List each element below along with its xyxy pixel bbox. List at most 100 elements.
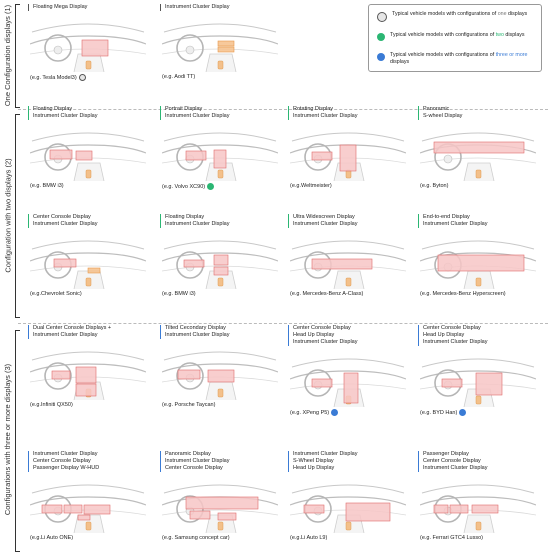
display-screen <box>213 266 229 276</box>
display-screen <box>339 144 357 172</box>
example-caption: (e.g. Porsche Taycan) <box>162 402 215 408</box>
display-screen <box>41 504 63 514</box>
display-screen <box>303 504 325 514</box>
example-caption-text: (e.g. Tesla Model3) <box>30 74 77 81</box>
section-label-two: Configuration with two displays (2) <box>0 110 16 320</box>
gear-knob-icon <box>85 169 92 179</box>
display-screen <box>433 504 449 514</box>
example-caption-text: (e.g. Porsche Taycan) <box>162 402 216 408</box>
gear-knob-icon <box>217 521 224 531</box>
windshield-line <box>163 484 277 494</box>
example-caption: (e.g. Mercedes-Benz Hyperscreen) <box>420 291 506 297</box>
section-label-one: One Configuration displays (1) <box>0 0 16 110</box>
display-screen <box>311 378 333 388</box>
config-title-line: Instrument Cluster Display <box>293 339 358 345</box>
dashboard-line <box>420 496 536 506</box>
display-screen <box>81 39 109 57</box>
example-caption-text: (e.g. BYD Han) <box>420 409 458 416</box>
display-screen <box>437 254 525 272</box>
config-title-line: Instrument Cluster Display <box>33 113 98 119</box>
legend-one-em: one <box>497 11 507 17</box>
dashboard-line <box>290 252 406 262</box>
steering-wheel-icon <box>44 362 72 390</box>
dashboard-line <box>162 363 278 373</box>
config-title-line: Tilted Cecondary Display <box>165 325 226 331</box>
example-caption: (e.g. Mercedes-Benz A-Class) <box>290 291 363 297</box>
blue-dot-icon <box>377 53 385 61</box>
example-caption-text: (e.g. Aodi TT) <box>162 74 196 80</box>
gray-dot-icon <box>377 12 387 22</box>
gear-knob-icon <box>345 277 352 287</box>
display-screen <box>475 372 503 396</box>
dash-lower-line <box>162 509 278 516</box>
config-title-line: Floating Display <box>33 106 73 112</box>
gear-knob-icon <box>85 277 92 287</box>
car-interior-illustration <box>30 132 146 181</box>
dashboard-line <box>30 35 146 45</box>
divider <box>18 109 548 110</box>
display-screen <box>213 254 229 266</box>
gray-dot-icon <box>78 74 86 81</box>
display-config-cell: Dual Center Console Displays + Instrument… <box>28 325 148 425</box>
bracket-three <box>15 330 20 552</box>
dash-lower-line <box>30 265 146 272</box>
example-caption-text: (e.g. Mercedes-Benz A-Class) <box>290 291 364 297</box>
legend-three-em: three or more <box>495 52 528 58</box>
config-title-line: Instrument Cluster Display <box>293 113 358 119</box>
dashboard-line <box>30 144 146 154</box>
display-screen <box>183 259 205 268</box>
legend-text-three: Typical vehicle models with configuratio… <box>390 52 541 65</box>
car-interior-illustration <box>420 240 536 289</box>
example-caption: (e.g. Ferrari GTC4 Lusso) <box>420 535 483 541</box>
windshield-line <box>291 240 405 250</box>
display-config-cell: Center Console Display Head Up Display Ins… <box>418 325 538 425</box>
legend-one-post: displays <box>506 11 528 17</box>
display-screen <box>441 378 463 388</box>
example-caption-text: (e.g.Li Auto L9) <box>290 535 328 541</box>
legend-one-pre: Typical vehicle models with configuratio… <box>392 11 498 17</box>
windshield-line <box>163 132 277 142</box>
display-screen <box>87 267 101 274</box>
car-interior-illustration <box>162 351 278 400</box>
dash-lower-line <box>162 265 278 272</box>
config-title: Center Console Display Head Up Display Ins… <box>288 325 358 346</box>
windshield-line <box>291 484 405 494</box>
config-title: Rotating Display Instrument Cluster Displ… <box>288 106 358 120</box>
windshield-line <box>31 484 145 494</box>
example-caption-text: (e.g. Ferrari GTC4 Lusso) <box>420 535 483 541</box>
display-config-cell: Panoramic Display Instrument Cluster Disp… <box>160 451 280 551</box>
config-title: Portrait Display Instrument Cluster Displ… <box>160 106 230 120</box>
display-screen <box>75 150 93 161</box>
config-title-line: Instrument Cluster Display <box>423 339 488 345</box>
legend-item-one: Typical vehicle models with configuratio… <box>377 11 527 22</box>
windshield-line <box>291 358 405 368</box>
config-title-line: Instrument Cluster Display <box>33 221 98 227</box>
example-caption-text: (e.g.Li Auto ONE) <box>30 535 74 541</box>
display-screen <box>207 369 235 383</box>
config-title: Ultra Widescreen Display Instrument Clust… <box>288 214 358 228</box>
section-label-two-text: Configuration with two displays (2) <box>3 157 13 273</box>
config-title-line: Center Console Display <box>423 325 481 331</box>
dashboard-line <box>162 252 278 262</box>
section-label-three-text: Configurations with three or more displa… <box>3 363 13 515</box>
example-caption: (e.g. BYD Han) <box>420 409 467 416</box>
display-screen <box>449 504 469 514</box>
gear-knob-icon <box>475 277 482 287</box>
config-title-line: Panoramic <box>423 106 450 112</box>
config-title-line: Floating Display <box>165 214 205 220</box>
steering-wheel-icon <box>44 34 72 62</box>
config-title-line: End-to-end Display <box>423 214 470 220</box>
config-title: Instrument Cluster Display S-Wheel Displa… <box>288 451 358 472</box>
green-dot-icon <box>207 183 215 190</box>
display-screen <box>311 151 333 161</box>
config-title: Panoramic S-wheel Display <box>418 106 462 120</box>
config-title-line: Instrument Cluster Display <box>33 451 98 457</box>
car-interior-illustration <box>162 132 278 181</box>
config-title-line: Floating Mega Display <box>33 4 88 10</box>
display-screen <box>471 504 499 514</box>
dash-lower-line <box>420 157 536 164</box>
blue-dot-icon <box>331 409 339 416</box>
config-title-line: Head Up Display <box>293 332 335 338</box>
dashboard-line <box>162 35 278 45</box>
windshield-line <box>421 132 535 142</box>
